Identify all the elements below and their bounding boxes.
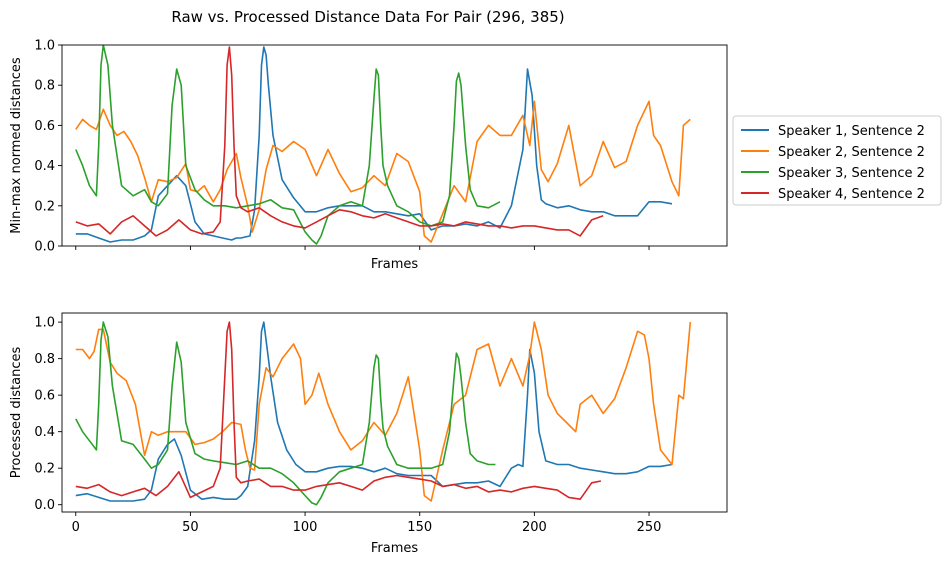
y-tick-label: 0.6 <box>34 119 55 134</box>
figure-title: Raw vs. Processed Distance Data For Pair… <box>171 8 564 26</box>
y-tick-label: 0.2 <box>34 462 55 477</box>
series-line-speaker-4 <box>75 46 604 237</box>
x-tick-label: 50 <box>182 520 199 535</box>
y-tick-label: 0.8 <box>34 79 55 94</box>
legend-label-speaker-1: Speaker 1, Sentence 2 <box>778 124 925 139</box>
raw-distance-lines <box>75 45 691 245</box>
x-tick-label: 150 <box>407 520 432 535</box>
y-tick-label: 1.0 <box>34 316 55 331</box>
raw-y-axis-label: Min-max normed distances <box>9 57 24 234</box>
processed-distance-lines <box>75 321 692 506</box>
legend: Speaker 1, Sentence 2 Speaker 2, Sentenc… <box>732 115 942 206</box>
y-tick-label: 0.8 <box>34 352 55 367</box>
processed-x-axis-label: Frames <box>371 541 419 556</box>
processed-distance-panel: 0.0 0.2 0.4 0.6 0.8 1.0 0 50 100 150 200 250 Frame… <box>9 312 728 556</box>
raw-distance-panel: 0.0 0.2 0.4 0.6 0.8 1.0 Frames Min-max normed… <box>9 39 728 272</box>
legend-label-speaker-3: Speaker 3, Sentence 2 <box>778 166 925 181</box>
y-tick-label: 0.2 <box>34 199 55 214</box>
raw-x-axis-label: Frames <box>371 257 419 272</box>
y-tick-label: 0.0 <box>34 240 55 255</box>
x-tick-label: 100 <box>293 520 318 535</box>
x-tick-label: 250 <box>637 520 662 535</box>
series-line-speaker-2 <box>75 100 691 243</box>
series-line-speaker-2 <box>75 321 692 502</box>
series-line-speaker-1 <box>75 321 673 502</box>
raw-x-axis <box>75 246 650 250</box>
y-tick-label: 0.4 <box>34 159 55 174</box>
x-tick-label: 0 <box>72 520 80 535</box>
processed-distance-axes-frame <box>61 312 728 513</box>
legend-box <box>732 115 942 206</box>
legend-label-speaker-2: Speaker 2, Sentence 2 <box>778 145 925 160</box>
y-tick-label: 0.6 <box>34 389 55 404</box>
processed-x-axis: 0 50 100 150 200 250 <box>72 512 662 535</box>
series-line-speaker-3 <box>75 45 501 245</box>
y-tick-label: 1.0 <box>34 39 55 54</box>
series-line-speaker-3 <box>75 321 496 506</box>
processed-y-axis: 0.0 0.2 0.4 0.6 0.8 1.0 <box>34 316 62 513</box>
raw-y-axis: 0.0 0.2 0.4 0.6 0.8 1.0 <box>34 39 62 255</box>
legend-label-speaker-4: Speaker 4, Sentence 2 <box>778 187 925 202</box>
y-tick-label: 0.4 <box>34 425 55 440</box>
y-tick-label: 0.0 <box>34 498 55 513</box>
raw-distance-axes-frame <box>61 44 728 247</box>
series-line-speaker-4 <box>75 321 602 501</box>
x-tick-label: 200 <box>522 520 547 535</box>
processed-y-axis-label: Processed distances <box>9 346 24 478</box>
